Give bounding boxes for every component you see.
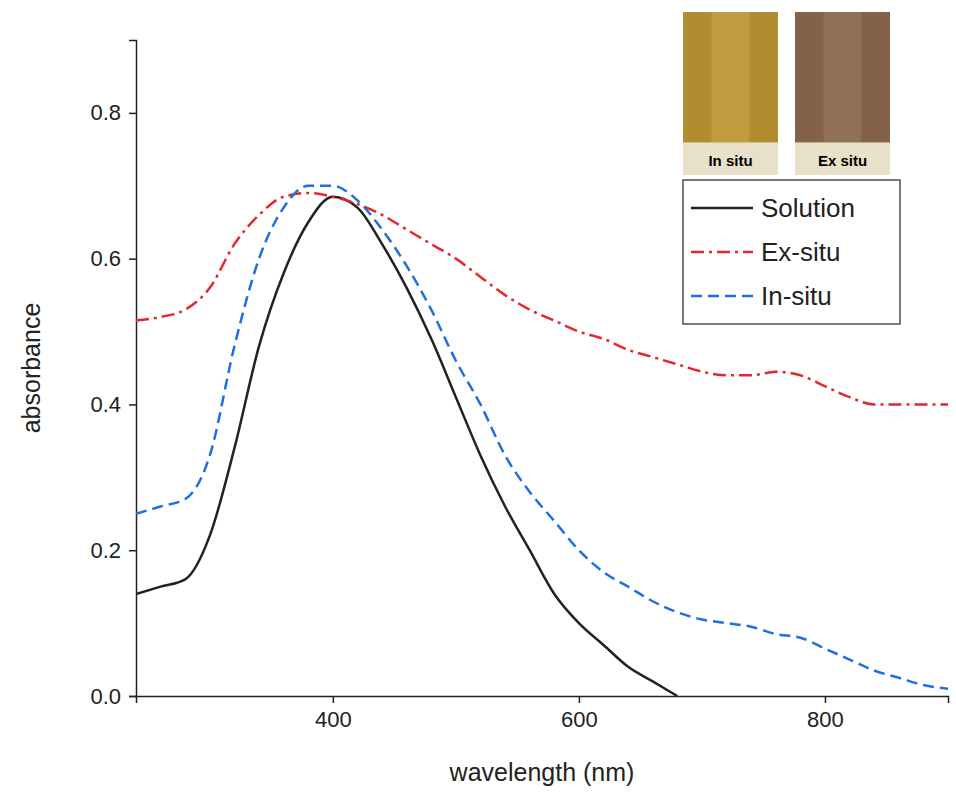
photo-base [683,142,778,175]
legend-label: Solution [761,193,855,223]
tick-label: 400 [315,707,352,732]
tick: 0.6 [90,246,136,271]
photo-base [795,142,890,175]
tick-label: 0.2 [90,538,121,563]
x-axis-title: wavelength (nm) [449,758,635,786]
legend: Solution Ex-situ In-situ [683,180,900,324]
y-axis-line [129,41,137,697]
inset-photo: In situ [683,12,778,175]
tick: 800 [807,696,844,732]
tick-mark [825,696,827,703]
x-axis-line [137,697,949,704]
tick: 0.0 [90,684,136,709]
tick-mark [129,550,136,552]
series-line [136,197,677,696]
y-axis: 0.0 0.2 0.4 0.6 0.8 [90,41,136,709]
tick: 0.8 [90,100,136,125]
tick-label: 0.0 [90,684,121,709]
legend-swatch [691,295,753,298]
series-line [136,186,948,689]
photo [683,12,778,175]
photo-shade [712,12,750,142]
legend-label: Ex-situ [761,237,840,267]
inset-label: In situ [708,152,752,169]
legend-label: In-situ [761,281,832,311]
tick-label: 600 [561,707,598,732]
legend-swatch [691,207,753,210]
photo [795,12,890,175]
plot: 400 600 800 0.0 0.2 0.4 0.6 0.8 [90,41,948,732]
tick-label: 800 [807,707,844,732]
tick-mark [579,696,581,703]
tick-mark [129,404,136,406]
inset-label: Ex situ [818,152,867,169]
tick: 0.4 [90,392,136,417]
tick-label: 0.6 [90,246,121,271]
legend-swatch [691,251,753,254]
tick-mark [129,696,136,698]
tick-label: 0.4 [90,392,121,417]
chart: 400 600 800 0.0 0.2 0.4 0.6 0.8 wavelength (nm) a… [0,0,956,799]
tick: 400 [315,696,352,732]
legend-box [683,180,900,324]
inset-photo: Ex situ [795,12,890,175]
lines [136,186,948,696]
tick-mark [129,113,136,115]
photo-shade [824,12,862,142]
x-axis: 400 600 800 [137,696,949,732]
tick-mark [129,258,136,260]
tick-mark [333,696,335,703]
tick-label: 0.8 [90,100,121,125]
y-axis-title: absorbance [17,303,45,434]
tick: 600 [561,696,598,732]
tick: 0.2 [90,538,136,563]
